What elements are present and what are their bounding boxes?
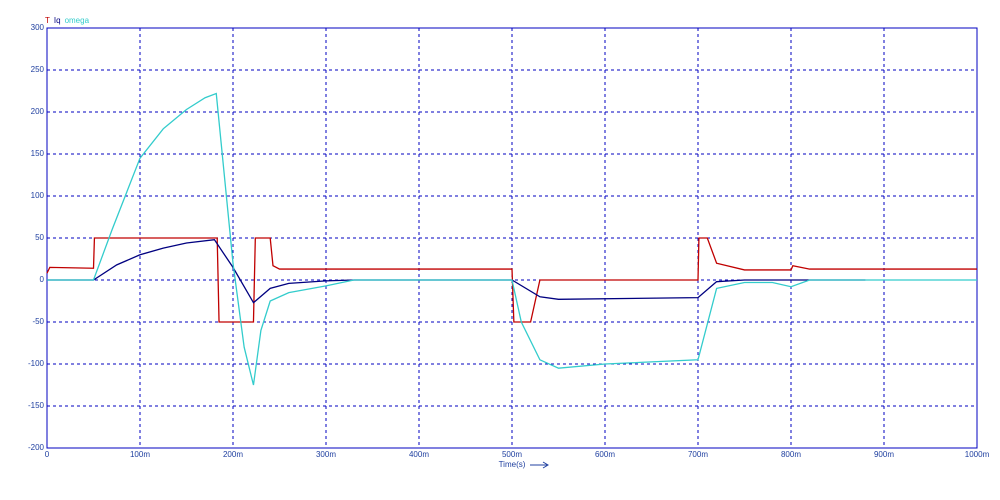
- x-tick-label: 1000m: [965, 450, 990, 459]
- x-tick-label: 800m: [781, 450, 801, 459]
- legend-label: T: [45, 16, 50, 25]
- x-tick-label: 200m: [223, 450, 243, 459]
- y-tick-label: -200: [28, 443, 45, 452]
- y-tick-label: 300: [31, 23, 45, 32]
- x-tick-label: 500m: [502, 450, 522, 459]
- x-tick-label: 300m: [316, 450, 336, 459]
- series-line: [46, 237, 977, 323]
- x-tick-label: 400m: [409, 450, 429, 459]
- y-tick-label: -150: [28, 401, 45, 410]
- legend-label: Iq: [54, 16, 61, 25]
- y-tick-label: 0: [40, 275, 45, 284]
- x-tick-label: 0: [45, 450, 50, 459]
- y-tick-label: 250: [31, 65, 45, 74]
- x-tick-label: 900m: [874, 450, 894, 459]
- y-tick-label: 50: [35, 233, 44, 242]
- y-tick-label: 100: [31, 191, 45, 200]
- series-line: [47, 238, 866, 304]
- x-tick-label: 600m: [595, 450, 615, 459]
- axis-arrow-head: [542, 461, 549, 469]
- legend-label: omega: [65, 16, 90, 25]
- y-tick-label: 150: [31, 149, 45, 158]
- x-tick-label: 700m: [688, 450, 708, 459]
- y-tick-label: -50: [32, 317, 44, 326]
- x-axis-label: Time(s): [499, 460, 526, 469]
- y-tick-label: 200: [31, 107, 45, 116]
- x-tick-label: 100m: [130, 450, 150, 459]
- y-tick-label: -100: [28, 359, 45, 368]
- series-line: [47, 92, 977, 386]
